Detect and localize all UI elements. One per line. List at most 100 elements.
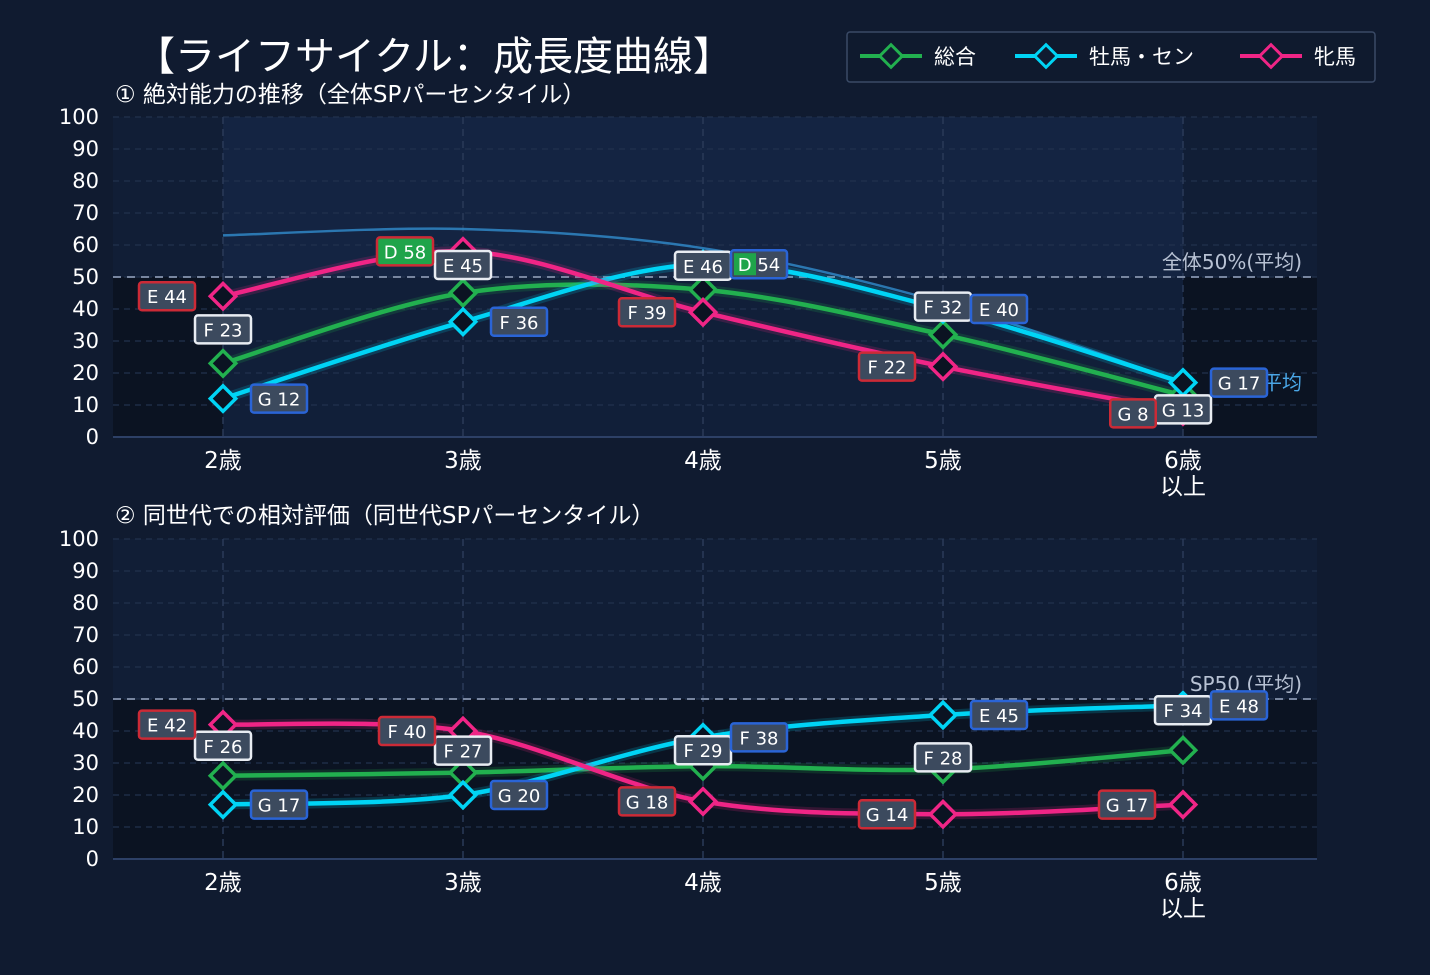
data-label-box [249,383,309,414]
data-label-text: F 32 [924,298,963,319]
data-label-text: G 8 [1117,404,1148,425]
data-label: G 12 [249,383,309,414]
data-label: G 17 [249,789,309,820]
y-tick-label: 30 [72,329,99,353]
y-tick-label: 80 [72,591,99,615]
x-tick-label: 6歳 [1164,870,1202,896]
legend-label-1: 牡馬・セン [1089,45,1194,69]
data-point-marker [1167,789,1199,820]
data-label-text: E 46 [683,257,723,278]
data-point-marker [1167,367,1199,398]
data-point-marker [687,786,719,817]
data-label-text: G 17 [1106,796,1149,817]
y-tick-label: 10 [72,393,99,417]
y-tick-label: 30 [72,751,99,775]
data-label: G 17 [1209,367,1269,398]
x-tick-label: 5歳 [924,870,962,896]
x-tick-label: 5歳 [924,448,962,474]
chart-title: 【ライフサイクル：成長度曲線】 [135,34,733,80]
data-label-text: F 34 [1164,701,1203,722]
data-label-text: F 23 [204,320,243,341]
age-average-curve [222,227,1184,384]
y-tick-label: 90 [72,559,99,583]
data-label-text: F 22 [868,358,907,379]
legend-marker-1 [1032,42,1060,70]
data-label-box [137,280,197,312]
y-tick-label: 100 [59,527,99,551]
data-label-text: E 44 [147,287,187,308]
data-point-marker [927,319,959,350]
data-label-box [1209,367,1269,398]
data-label-box [433,249,493,281]
data-label: G 8 [1109,398,1157,429]
data-point-marker [1167,734,1199,766]
panel-2-subtitle: ② 同世代での相対評価（同世代SPパーセンタイル） [115,503,654,529]
data-label-text: E 48 [1219,696,1259,717]
data-label: G 20 [489,779,549,811]
data-label-text: G 14 [866,805,909,826]
data-point-marker [447,757,479,788]
legend-label-0: 総合 [934,45,976,69]
data-label: E 40 [969,293,1029,325]
data-label-text: D 58 [384,242,427,263]
data-label-text: F 27 [444,742,483,763]
x-tick-label: 以上 [1160,896,1206,922]
data-point-marker [927,798,959,830]
data-label-box [489,306,549,338]
data-label-box [377,715,437,747]
x-tick-label: 4歳 [684,870,722,896]
data-label-box [137,709,197,740]
panel-1-subtitle: ① 絶対能力の推移（全体SPパーセンタイル） [115,82,585,108]
data-label: E 42 [137,709,197,740]
data-label: E 48 [1209,690,1269,721]
y-tick-label: 40 [72,297,99,321]
data-label: G 13 [1153,394,1213,425]
y-tick-label: 60 [72,655,99,679]
x-tick-label: 4歳 [684,448,722,474]
legend-marker-2 [1257,42,1285,70]
data-label: E 45 [433,249,493,281]
data-label-box [249,789,309,820]
data-label: F 29 [673,734,733,766]
data-point-marker [447,306,479,338]
data-point-marker [207,280,239,312]
data-label-text: F 36 [500,313,539,334]
data-label-box [193,314,253,345]
data-label-text: D 54 [738,255,781,276]
data-label-text: F 38 [740,728,779,749]
x-tick-label: 以上 [1160,474,1206,500]
data-label: G 14 [857,798,917,830]
data-label: F 28 [913,742,973,773]
data-label-box [617,786,677,817]
data-label-box [1209,690,1269,721]
data-label-box [969,699,1029,731]
data-point-marker [687,296,719,328]
y-tick-label: 20 [72,783,99,807]
average-reference-label: 全体50%(平均) [1162,250,1302,274]
data-label: F 23 [193,314,253,345]
data-label-box [489,779,549,811]
data-point-marker [207,760,239,792]
data-label: F 40 [377,715,437,747]
data-label-box [913,742,973,773]
data-label-text: F 28 [924,748,963,769]
data-label-text: E 45 [443,256,483,277]
upper-band-1 [113,539,1317,699]
data-label: F 26 [193,730,253,762]
y-tick-label: 70 [72,201,99,225]
data-point-marker [207,348,239,379]
data-label-text: F 29 [684,741,723,762]
data-label-box [375,236,435,267]
legend: 総合 牡馬・セン 牝馬 [846,31,1376,83]
data-point-marker [447,277,479,309]
data-label: D 58 [375,236,435,267]
data-label-box [729,722,789,753]
data-label-text: G 17 [1218,374,1261,395]
x-tick-label: 2歳 [204,870,242,896]
data-label-text: G 12 [258,390,301,411]
data-label: D 54 [729,248,789,280]
data-label: F 34 [1153,694,1213,726]
data-label-text: F 39 [628,303,667,324]
